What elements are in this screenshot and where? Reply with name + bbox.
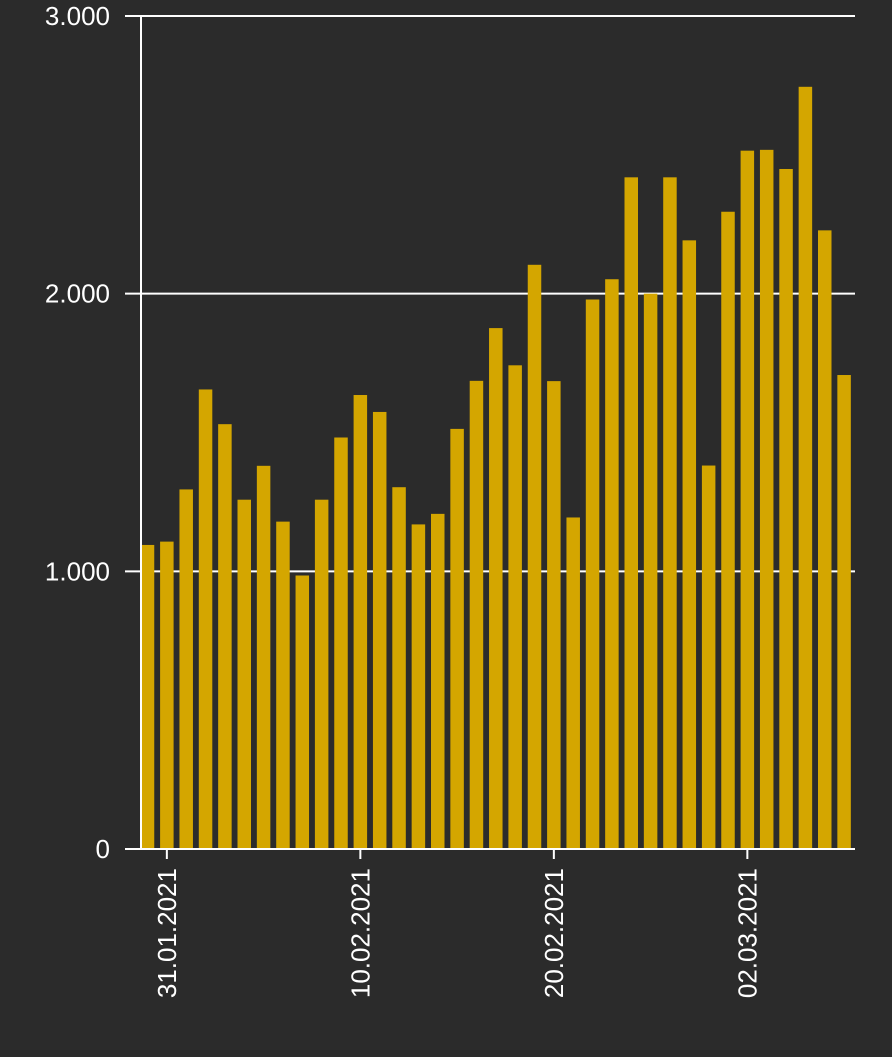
bar — [837, 375, 851, 849]
axes — [125, 16, 855, 859]
bar — [547, 381, 561, 849]
y-tick-label: 1.000 — [45, 556, 110, 586]
bar — [759, 149, 774, 850]
y-tick-labels: 0 1.000 2.000 3.000 — [45, 1, 110, 864]
x-tick-label: 31.01.2021 — [152, 868, 182, 998]
bar — [372, 411, 387, 849]
x-tick-label: 02.03.2021 — [732, 868, 762, 998]
bar — [179, 489, 193, 849]
x-tick-labels: 31.01.2021 10.02.2021 20.02.2021 02.03.2021 — [152, 868, 762, 998]
bar — [605, 279, 619, 850]
bar — [314, 499, 329, 849]
bars — [140, 86, 851, 850]
x-tick-label: 10.02.2021 — [345, 868, 375, 998]
bar — [431, 513, 445, 849]
bar — [237, 499, 251, 849]
bar — [643, 293, 658, 849]
bar — [566, 517, 580, 849]
bar — [218, 424, 232, 849]
bar — [508, 365, 522, 849]
bar — [701, 465, 716, 849]
bar — [411, 524, 426, 849]
bar — [682, 240, 697, 850]
bar — [779, 168, 793, 850]
bar — [818, 230, 832, 850]
bar — [469, 380, 484, 849]
bar — [140, 544, 155, 849]
bar — [585, 299, 600, 849]
y-tick-label: 2.000 — [45, 279, 110, 309]
bar — [295, 575, 310, 849]
bar — [740, 150, 755, 850]
bar — [663, 177, 677, 849]
bar — [624, 177, 638, 849]
bar — [160, 541, 174, 849]
bar — [198, 389, 213, 849]
bar — [450, 428, 464, 849]
bar — [334, 437, 348, 849]
bar — [276, 521, 290, 849]
y-tick-label: 3.000 — [45, 1, 110, 31]
x-tick-label: 20.02.2021 — [539, 868, 569, 998]
y-tick-label: 0 — [96, 834, 110, 864]
bar — [527, 264, 542, 849]
bar — [392, 487, 406, 849]
bar — [721, 211, 735, 849]
bar — [798, 86, 813, 850]
bar — [489, 328, 503, 850]
bar — [256, 465, 271, 849]
bar — [353, 395, 368, 849]
